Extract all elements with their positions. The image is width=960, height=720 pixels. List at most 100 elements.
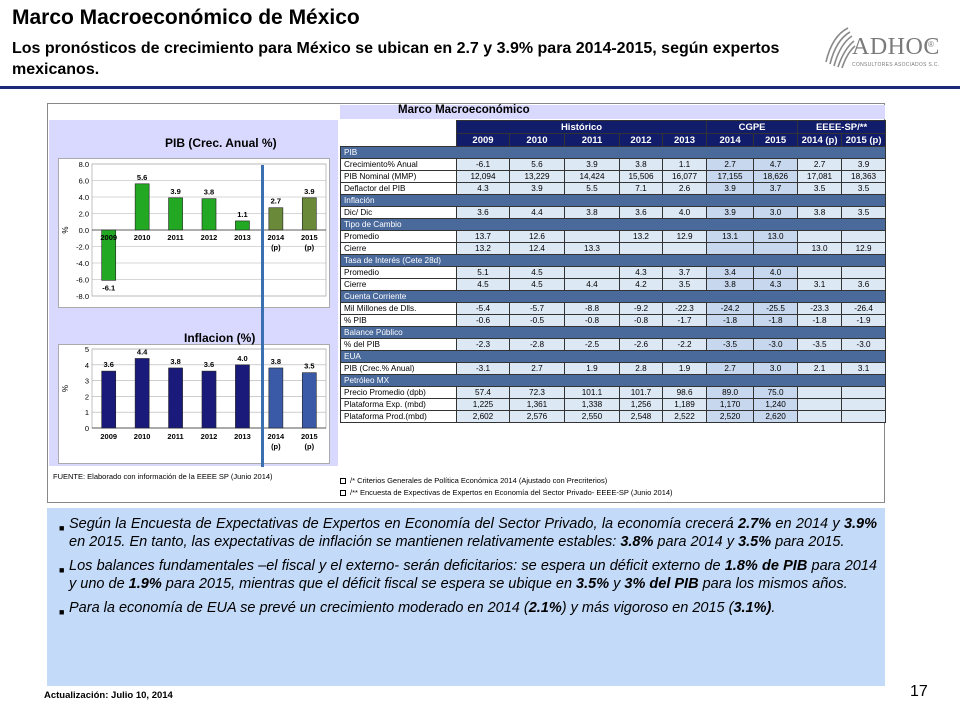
table-row: % PIB -0.6 -0.5 -0.8 -0.8 -1.7 -1.8 -1.8 -1.8 -1.… [340,314,887,327]
x-tick-label: 2010 [134,233,151,242]
table-cell: -2.8 [509,338,565,351]
y-tick-label: 8.0 [79,160,89,169]
row-label: Plataforma Prod.(mbd) [340,410,457,423]
y-tick-label: 0.0 [79,226,89,235]
source-note: FUENTE: Elaborado con información de la … [53,472,273,481]
page-number: 17 [910,683,928,700]
x-tick-label: 2012 [201,432,218,441]
group-header-cgpe: CGPE [706,120,799,134]
table-cell: 13.2 [456,242,510,255]
section-label: EUA [339,350,887,363]
table-cell: -6.1 [456,158,510,171]
x-tick-label: 2011 [167,233,183,242]
table-cell: 2,548 [619,410,663,423]
bullet-item: ■ Para la economía de EUA se prevé un cre… [59,600,877,622]
table-cell [797,386,843,399]
x-tick-label: (p) [304,243,314,252]
table-cell: -1.8 [797,314,843,327]
logo-subtitle: CONSULTORES ASOCIADOS S.C. [852,62,940,68]
table-row: Cierre 4.5 4.5 4.4 4.2 3.5 3.8 4.3 3.1 3.6 [340,278,887,291]
table-cell: -25.5 [753,302,799,315]
bullet-square-icon: ■ [59,523,65,533]
data-label: 3.6 [204,360,214,369]
y-tick-label: -2.0 [76,243,89,252]
table-cell: 3.9 [706,182,755,195]
pib-chart: 8.0 6.0 4.0 2.0 0.0 -2.0 -4.0 -6.0 -8.0% -6.1 2009… [61,160,327,301]
x-tick-label: (p) [271,243,281,252]
table-cell: 2.1 [797,362,843,375]
summary-bullets: ■ Según la Encuesta de Expectativas de Ex… [47,508,885,686]
table-cell: 17,155 [706,170,755,183]
table-cell: 1,170 [706,398,755,411]
table-cell: 3.8 [706,278,755,291]
section-label: Tipo de Cambio [339,218,887,231]
bullet-item: ■ Según la Encuesta de Expectativas de Ex… [59,516,877,551]
x-tick-label: 2012 [201,233,218,242]
table-cell: 12,094 [456,170,510,183]
table-cell: -0.6 [456,314,510,327]
section-row: Inflación [339,194,887,207]
table-row: Mil Millones de Dlls. -5.4 -5.7 -8.8 -9.2 -22… [340,302,887,315]
row-label: Mil Millones de Dlls. [340,302,457,315]
data-label: 3.9 [170,187,180,196]
table-cell [706,242,755,255]
x-tick-label: 2013 [234,233,251,242]
table-cell: 4.0 [753,266,799,279]
table-cell: 3.1 [841,362,887,375]
table-cell: 13.0 [753,230,799,243]
x-tick-label: 2009 [100,432,117,441]
table-cell: -1.7 [661,314,708,327]
table-cell: 4.7 [753,158,799,171]
y-tick-label: 1 [85,408,89,417]
table-cell: -1.8 [753,314,799,327]
table-cell: 3.7 [661,266,708,279]
table-cell: 57.4 [456,386,510,399]
table-cell: 1,338 [564,398,620,411]
bar [101,229,117,281]
row-label: Plataforma Exp. (mbd) [340,398,457,411]
data-label: 3.8 [271,357,281,366]
x-tick-label: (p) [304,442,314,451]
table-cell: 5.6 [509,158,565,171]
table-cell: 98.6 [661,386,708,399]
section-row: Cuenta Corriente [339,290,887,303]
table-cell: 5.1 [456,266,510,279]
data-label: 3.9 [304,187,314,196]
table-cell: 3.6 [619,206,663,219]
table-cell: -2.6 [619,338,663,351]
table-cell: -3.1 [456,362,510,375]
table-cell: 4.5 [509,278,565,291]
table-row: Crecimiento% Anual -6.1 5.6 3.9 3.8 1.1 2.7 4.7… [340,158,887,171]
table-cell: 4.4 [564,278,620,291]
bullet-item: ■ Los balances fundamentales –el fiscal y… [59,558,877,593]
y-tick-label: 5 [85,345,89,354]
table-cell: -0.5 [509,314,565,327]
table-cell: 1,361 [509,398,565,411]
table-cell [797,230,843,243]
group-header-row: Histórico CGPE EEEE-SP/** [340,120,887,134]
data-label: 3.8 [204,188,214,197]
table-cell: 4.2 [619,278,663,291]
table-cell: 3.9 [841,158,887,171]
year-header: 2015 [753,133,799,147]
y-tick-label: -8.0 [76,292,89,301]
table-cell: 12.9 [661,230,708,243]
table-cell: -22.3 [661,302,708,315]
table-cell: 7.1 [619,182,663,195]
table-cell: 1,256 [619,398,663,411]
table-cell [753,242,799,255]
x-tick-label: 2015 [301,233,318,242]
table-cell: 2.7 [797,158,843,171]
data-label: 4.0 [237,354,247,363]
table-cell: 2.8 [619,362,663,375]
table-cell: 4.4 [509,206,565,219]
table-cell: -3.5 [706,338,755,351]
bar [235,220,250,231]
table-cell: 4.0 [661,206,708,219]
table-cell: 16,077 [661,170,708,183]
bar [134,358,150,429]
table-cell [564,266,620,279]
table-cell: 1,189 [661,398,708,411]
table-row: Plataforma Exp. (mbd) 1,225 1,361 1,338 1,25… [340,398,887,411]
section-label: Petróleo MX [339,374,887,387]
